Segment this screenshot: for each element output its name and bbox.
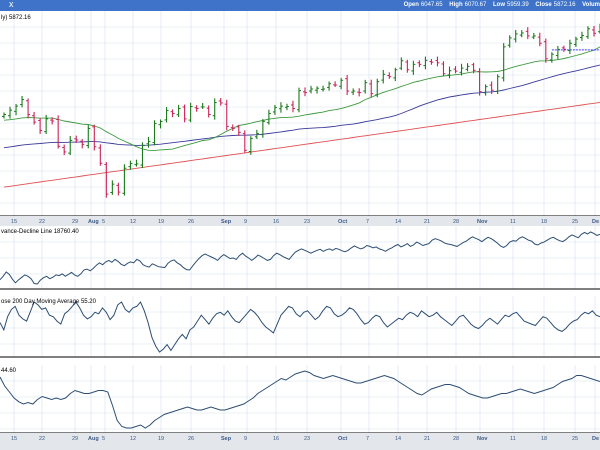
x-tick-label: 22 — [39, 436, 45, 442]
x-tick-label: 5 — [102, 436, 105, 442]
x-tick-label: 11 — [510, 219, 516, 225]
high-value: 6070.67 — [464, 2, 487, 8]
x-tick-label: Aug — [88, 219, 99, 225]
x-tick-label: Oct — [338, 219, 347, 225]
x-tick-label: Aug — [88, 436, 99, 442]
x-tick-label: 22 — [39, 219, 45, 225]
x-tick-label: 11 — [510, 436, 516, 442]
x-tick-label: 23 — [304, 436, 310, 442]
x-tick-label: Oct — [338, 436, 347, 442]
x-tick-label: 7 — [366, 219, 369, 225]
x-tick-label: 25 — [572, 219, 578, 225]
x-tick-label: 21 — [424, 219, 430, 225]
x-tick-label: De — [592, 436, 599, 442]
close-label: Close — [535, 2, 552, 8]
x-tick-label: 26 — [188, 219, 194, 225]
x-tick-label: 19 — [158, 219, 164, 225]
x-tick-label: 29 — [72, 436, 78, 442]
open-label: Open — [403, 2, 419, 8]
x-tick-label: Nov — [477, 436, 488, 442]
x-tick-label: De — [592, 219, 599, 225]
x-tick-label: 9 — [244, 436, 247, 442]
x-tick-label: 15 — [11, 436, 17, 442]
x-tick-label: 21 — [424, 436, 430, 442]
top-bar: x Open 6047.65 High 6070.67 Low 5959.39 Clo… — [0, 0, 600, 11]
x-tick-label: 12 — [130, 436, 136, 442]
x-tick-label: 14 — [395, 219, 401, 225]
indicator-2-title: ose 200 Day Moving Average 55.20 — [1, 299, 97, 305]
x-tick-label: 25 — [572, 436, 578, 442]
x-tick-label: 16 — [273, 219, 279, 225]
indicator-2-line — [0, 301, 600, 353]
open-value: 6047.65 — [420, 2, 443, 8]
low-label: Low — [493, 2, 506, 8]
x-tick-label: 29 — [72, 219, 78, 225]
x-tick-label: 26 — [188, 436, 194, 442]
time-axis-0 — [0, 216, 600, 226]
ma-mid-line — [3, 64, 600, 149]
panel-2-bg — [0, 296, 600, 357]
panel-0-bg — [0, 11, 600, 216]
ohlc-readout: Open 6047.65 High 6070.67 Low 5959.39 Close… — [399, 0, 600, 11]
panel-1-bg — [0, 226, 600, 289]
indicator-3-title: 44.60 — [1, 368, 17, 374]
x-tick-label: 5 — [102, 219, 105, 225]
high-label: High — [449, 2, 463, 8]
indicator-1-title: vance-Decline Line 18760.40 — [1, 229, 79, 235]
low-value: 5959.39 — [507, 2, 529, 8]
indicator-1-line — [0, 231, 600, 285]
x-tick-label: 28 — [453, 219, 459, 225]
x-tick-label: Sep — [221, 436, 232, 442]
x-tick-label: Nov — [477, 219, 488, 225]
ma-slow-line — [3, 101, 600, 188]
close-icon[interactable]: x — [9, 0, 14, 9]
price-panel-title: ly) 5872.16 — [1, 15, 31, 21]
x-tick-label: 7 — [366, 436, 369, 442]
x-tick-label: 23 — [304, 219, 310, 225]
time-axis-1 — [0, 433, 600, 450]
x-tick-label: 15 — [11, 219, 17, 225]
x-tick-label: 14 — [395, 436, 401, 442]
x-tick-label: Sep — [221, 219, 232, 225]
ma-fast-line — [3, 46, 600, 151]
volume-label: Volum — [582, 2, 600, 8]
x-tick-label: 18 — [541, 219, 547, 225]
x-tick-label: 9 — [244, 219, 247, 225]
close-value: 5872.16 — [553, 2, 576, 8]
panel-3-bg — [0, 365, 600, 433]
x-tick-label: 18 — [541, 436, 547, 442]
indicator-3-line — [0, 370, 600, 429]
x-tick-label: 16 — [273, 436, 279, 442]
x-tick-label: 28 — [453, 436, 459, 442]
x-tick-label: 12 — [130, 219, 136, 225]
x-tick-label: 19 — [158, 436, 164, 442]
